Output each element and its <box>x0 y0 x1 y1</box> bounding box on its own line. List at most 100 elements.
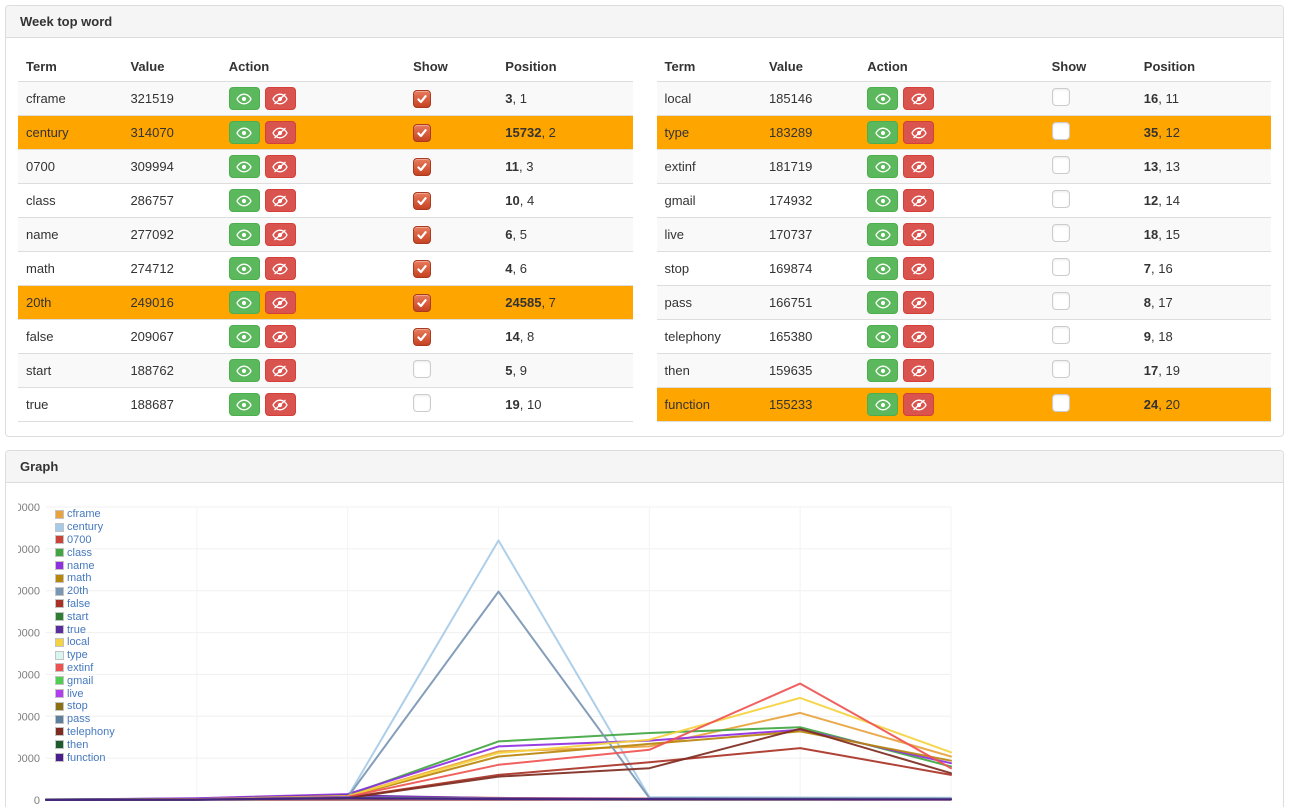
table-row[interactable]: class 286757 10, 4 <box>18 183 633 218</box>
table-row[interactable]: 0700 309994 11, 3 <box>18 149 633 184</box>
show-term-button[interactable] <box>867 359 899 382</box>
hide-term-button[interactable] <box>903 291 935 314</box>
table-header-row: Term Value Action Show Position <box>656 52 1271 82</box>
hide-term-button[interactable] <box>264 155 296 178</box>
hide-term-button[interactable] <box>264 87 296 110</box>
show-term-button[interactable] <box>867 87 899 110</box>
value-cell: 155233 <box>760 387 860 422</box>
hide-term-button[interactable] <box>903 325 935 348</box>
table-row[interactable]: century 314070 15732, 2 <box>18 115 633 150</box>
table-row[interactable]: math 274712 4, 6 <box>18 251 633 286</box>
eye-icon <box>236 263 252 274</box>
hide-term-button[interactable] <box>903 155 935 178</box>
legend-item-20th: 20th <box>55 585 115 598</box>
show-term-button[interactable] <box>228 87 260 110</box>
term-cell: then <box>656 353 761 388</box>
table-row[interactable]: then 159635 17, 19 <box>656 353 1271 388</box>
show-term-button[interactable] <box>867 291 899 314</box>
show-checkbox[interactable] <box>413 327 432 346</box>
show-checkbox[interactable] <box>413 293 432 312</box>
show-checkbox[interactable] <box>413 157 432 176</box>
show-cell <box>405 217 498 252</box>
hide-term-button[interactable] <box>264 393 296 416</box>
show-checkbox[interactable] <box>1051 190 1070 208</box>
eye-icon <box>875 195 891 206</box>
show-term-button[interactable] <box>228 291 260 314</box>
table-row[interactable]: function 155233 24, 20 <box>656 387 1271 422</box>
eye-slash-icon <box>272 127 288 138</box>
show-term-button[interactable] <box>867 223 899 246</box>
table-row[interactable]: type 183289 35, 12 <box>656 115 1271 150</box>
table-row[interactable]: live 170737 18, 15 <box>656 217 1271 252</box>
show-term-button[interactable] <box>228 155 260 178</box>
table-row[interactable]: true 188687 19, 10 <box>18 387 633 422</box>
table-row[interactable]: false 209067 14, 8 <box>18 319 633 354</box>
show-checkbox[interactable] <box>1051 258 1070 276</box>
show-checkbox[interactable] <box>413 394 432 412</box>
show-term-button[interactable] <box>228 359 260 382</box>
hide-term-button[interactable] <box>264 121 296 144</box>
hide-term-button[interactable] <box>903 393 935 416</box>
show-checkbox[interactable] <box>413 360 432 378</box>
hide-term-button[interactable] <box>264 325 296 348</box>
show-checkbox[interactable] <box>1051 122 1070 140</box>
show-checkbox[interactable] <box>1051 360 1070 378</box>
table-row[interactable]: start 188762 5, 9 <box>18 353 633 388</box>
hide-term-button[interactable] <box>264 291 296 314</box>
show-checkbox[interactable] <box>1051 88 1070 106</box>
table-row[interactable]: gmail 174932 12, 14 <box>656 183 1271 218</box>
show-term-button[interactable] <box>228 121 260 144</box>
show-term-button[interactable] <box>867 257 899 280</box>
table-row[interactable]: name 277092 6, 5 <box>18 217 633 252</box>
show-term-button[interactable] <box>867 393 899 416</box>
hide-term-button[interactable] <box>264 359 296 382</box>
table-row[interactable]: cframe 321519 3, 1 <box>18 81 633 116</box>
show-term-button[interactable] <box>867 155 899 178</box>
show-term-button[interactable] <box>228 325 260 348</box>
show-term-button[interactable] <box>867 121 899 144</box>
eye-icon <box>236 93 252 104</box>
hide-term-button[interactable] <box>903 223 935 246</box>
show-checkbox[interactable] <box>413 259 432 278</box>
show-term-button[interactable] <box>867 189 899 212</box>
show-term-button[interactable] <box>228 189 260 212</box>
legend-label: telephony <box>67 725 115 738</box>
show-checkbox[interactable] <box>413 123 432 142</box>
legend-label: pass <box>67 713 91 726</box>
hide-term-button[interactable] <box>264 223 296 246</box>
hide-term-button[interactable] <box>903 359 935 382</box>
eye-icon <box>236 365 252 376</box>
legend-swatch-icon <box>55 612 64 622</box>
legend-swatch-icon <box>55 522 64 532</box>
legend-swatch-icon <box>55 676 64 686</box>
show-checkbox[interactable] <box>1051 394 1070 412</box>
term-cell: stop <box>656 251 761 286</box>
table-row[interactable]: 20th 249016 24585, 7 <box>18 285 633 320</box>
hide-term-button[interactable] <box>903 121 935 144</box>
show-checkbox[interactable] <box>1051 292 1070 310</box>
hide-term-button[interactable] <box>903 189 935 212</box>
show-term-button[interactable] <box>228 223 260 246</box>
table-row[interactable]: local 185146 16, 11 <box>656 81 1271 116</box>
hide-term-button[interactable] <box>903 257 935 280</box>
show-checkbox[interactable] <box>1051 156 1070 174</box>
term-cell: false <box>18 319 123 354</box>
table-row[interactable]: pass 166751 8, 17 <box>656 285 1271 320</box>
show-checkbox[interactable] <box>1051 224 1070 242</box>
table-row[interactable]: extinf 181719 13, 13 <box>656 149 1271 184</box>
table-row[interactable]: telephony 165380 9, 18 <box>656 319 1271 354</box>
hide-term-button[interactable] <box>264 189 296 212</box>
show-checkbox[interactable] <box>1051 326 1070 344</box>
show-checkbox[interactable] <box>413 225 432 244</box>
hide-term-button[interactable] <box>903 87 935 110</box>
show-term-button[interactable] <box>228 257 260 280</box>
value-cell: 188762 <box>122 353 221 388</box>
table-row[interactable]: stop 169874 7, 16 <box>656 251 1271 286</box>
hide-term-button[interactable] <box>264 257 296 280</box>
show-term-button[interactable] <box>867 325 899 348</box>
show-checkbox[interactable] <box>413 191 432 210</box>
show-term-button[interactable] <box>228 393 260 416</box>
legend-label: 0700 <box>67 533 92 546</box>
week-top-word-body: Term Value Action Show Position cframe 321519 3… <box>6 38 1283 436</box>
show-checkbox[interactable] <box>413 89 432 108</box>
